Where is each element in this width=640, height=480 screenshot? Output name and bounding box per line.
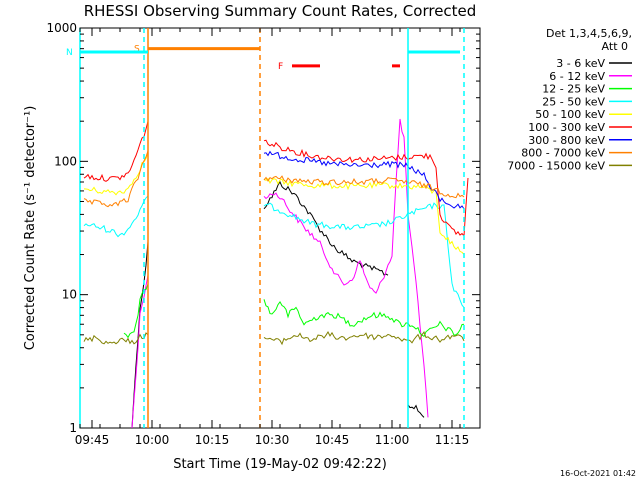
series-line-0-seg-2 bbox=[407, 404, 425, 418]
legend-entry-label-6: 300 - 800 keV bbox=[528, 134, 605, 147]
series-line-0-seg-1 bbox=[263, 180, 389, 276]
legend-entry-label-8: 7000 - 15000 keV bbox=[507, 159, 605, 172]
series-line-7-seg-0 bbox=[83, 150, 149, 208]
series-line-8-seg-1 bbox=[263, 330, 465, 346]
legend-entry-label-2: 12 - 25 keV bbox=[542, 83, 605, 96]
legend-entry-label-5: 100 - 300 keV bbox=[528, 121, 605, 134]
legend-entry-label-7: 800 - 7000 keV bbox=[521, 147, 605, 160]
curves-group bbox=[83, 118, 469, 429]
series-line-2-seg-1 bbox=[263, 299, 465, 338]
series-line-5-seg-0 bbox=[83, 121, 149, 182]
legend-header-detectors: Det 1,3,4,5,6,9, bbox=[546, 27, 632, 40]
legend-header-attenuator: Att 0 bbox=[602, 40, 628, 53]
y-axis-label: Corrected Count Rate (s⁻¹ detector⁻¹) bbox=[23, 106, 38, 351]
x-tick-label-4: 10:45 bbox=[315, 433, 350, 447]
y-tick-label-0: 1 bbox=[69, 421, 77, 435]
y-tick-label-1: 10 bbox=[62, 288, 77, 302]
x-tick-label-3: 10:30 bbox=[255, 433, 290, 447]
x-tick-label-1: 10:00 bbox=[135, 433, 170, 447]
series-line-1-seg-1 bbox=[263, 118, 429, 418]
series-line-4-seg-1 bbox=[263, 177, 465, 255]
chart-title: RHESSI Observing Summary Count Rates, Co… bbox=[84, 2, 477, 20]
status-bar-label-2: F bbox=[278, 62, 283, 72]
x-tick-label-5: 11:00 bbox=[375, 433, 410, 447]
x-axis-label: Start Time (19-May-02 09:42:22) bbox=[173, 457, 387, 472]
series-line-8-seg-0 bbox=[83, 332, 149, 345]
status-bar-label-1: N bbox=[66, 48, 73, 58]
series-line-5-seg-1 bbox=[263, 139, 469, 238]
x-tick-label-0: 09:45 bbox=[75, 433, 110, 447]
series-line-4-seg-0 bbox=[83, 153, 149, 196]
legend-entry-label-3: 25 - 50 keV bbox=[542, 95, 605, 108]
series-line-0-seg-0 bbox=[131, 241, 149, 429]
status-bar-label-0: S bbox=[134, 45, 140, 55]
y-tick-label-3: 1000 bbox=[46, 21, 77, 35]
y-tick-label-2: 100 bbox=[54, 154, 77, 168]
series-line-7-seg-1 bbox=[263, 175, 465, 199]
x-tick-label-6: 11:15 bbox=[435, 433, 470, 447]
series-line-6-seg-0 bbox=[263, 150, 465, 210]
x-tick-label-2: 10:15 bbox=[195, 433, 230, 447]
series-line-3-seg-1 bbox=[263, 202, 465, 308]
overlays-group: S N F bbox=[66, 28, 465, 428]
legend-entry-label-0: 3 - 6 keV bbox=[556, 57, 605, 70]
plot-frame bbox=[79, 27, 481, 429]
timestamp-label: 16-Oct-2021 01:42 bbox=[560, 469, 636, 478]
series-line-3-seg-0 bbox=[83, 195, 149, 238]
axes-group: 09:45 10:00 10:15 10:30 10:45 11:00 11:15 1 10 10… bbox=[46, 21, 481, 447]
legend-entry-label-1: 6 - 12 keV bbox=[549, 70, 605, 83]
legend-entry-label-4: 50 - 100 keV bbox=[535, 108, 605, 121]
